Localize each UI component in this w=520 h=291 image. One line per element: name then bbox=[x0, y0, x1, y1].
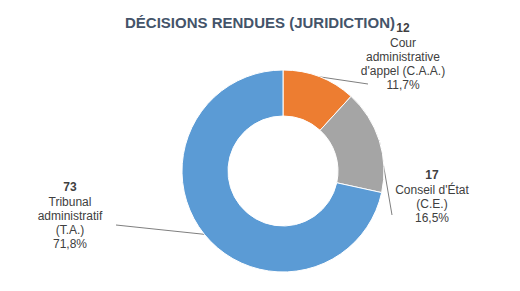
svg-text:(T.A.): (T.A.) bbox=[56, 223, 85, 237]
svg-text:administrative: administrative bbox=[366, 50, 440, 64]
svg-text:administratif: administratif bbox=[38, 209, 103, 223]
svg-text:(C.E.): (C.E.) bbox=[416, 197, 447, 211]
svg-text:17: 17 bbox=[425, 168, 439, 182]
svg-text:11,7%: 11,7% bbox=[386, 78, 419, 92]
svg-text:71,8%: 71,8% bbox=[53, 237, 87, 251]
svg-text:Tribunal: Tribunal bbox=[49, 195, 92, 209]
svg-text:12: 12 bbox=[396, 21, 410, 35]
svg-text:d'appel (C.A.A.): d'appel (C.A.A.) bbox=[361, 64, 445, 78]
svg-text:Cour: Cour bbox=[390, 36, 416, 50]
svg-text:Conseil d'État: Conseil d'État bbox=[395, 182, 469, 197]
svg-text:DÉCISIONS RENDUES (JURIDICTION: DÉCISIONS RENDUES (JURIDICTION) bbox=[125, 14, 395, 31]
svg-text:16,5%: 16,5% bbox=[415, 211, 449, 225]
svg-text:73: 73 bbox=[63, 180, 77, 194]
